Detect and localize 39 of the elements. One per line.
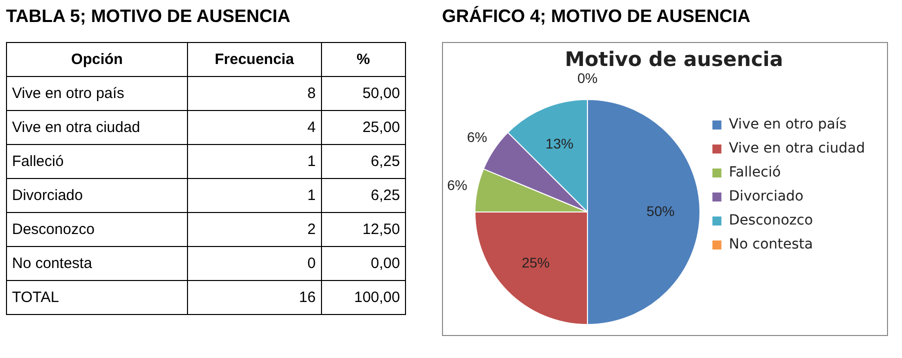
text: % <box>321 42 406 76</box>
legend-label: Divorciado <box>728 188 804 205</box>
legend-label: Falleció <box>728 164 781 181</box>
text: Desconozco <box>6 212 188 246</box>
legend-label: No contesta <box>728 236 813 253</box>
data-label: 6% <box>466 129 488 146</box>
text: 100,00 <box>321 280 406 314</box>
legend-label: Vive en otro país <box>728 116 847 133</box>
data-label: 6% <box>447 176 468 193</box>
text: 1 <box>188 178 322 212</box>
text: 0,00 <box>321 246 406 280</box>
text: 6,25 <box>321 144 406 178</box>
text: 0 <box>188 246 322 280</box>
legend-label: Vive en otra ciudad <box>728 140 866 157</box>
text: TOTAL <box>6 280 188 314</box>
text: Divorciado <box>6 178 188 212</box>
text: GRÁFICO 4; MOTIVO DE AUSENCIA <box>442 6 752 28</box>
data-label: 25% <box>522 254 550 271</box>
text: Falleció <box>6 144 188 178</box>
text: 4 <box>188 110 322 144</box>
text: 1 <box>188 144 322 178</box>
text: 2 <box>188 212 322 246</box>
text: 25,00 <box>321 110 406 144</box>
text: 8 <box>188 76 322 110</box>
text: 12,50 <box>321 212 406 246</box>
text: Vive en otra ciudad <box>6 110 188 144</box>
chart-title: Motivo de ausencia <box>564 47 784 72</box>
text: Opción <box>6 42 188 76</box>
text: No contesta <box>6 246 188 280</box>
text: 6,25 <box>321 178 406 212</box>
legend-label: Desconozco <box>728 212 813 229</box>
text: Frecuencia <box>188 42 322 76</box>
text: 50,00 <box>321 76 406 110</box>
text: 0% <box>577 70 598 86</box>
text: 16 <box>188 280 322 314</box>
text: TABLA 5; MOTIVO DE AUSENCIA <box>6 6 292 28</box>
text: Vive en otro país <box>6 76 188 110</box>
data-label: 50% <box>646 202 675 219</box>
data-label: 13% <box>545 135 574 152</box>
